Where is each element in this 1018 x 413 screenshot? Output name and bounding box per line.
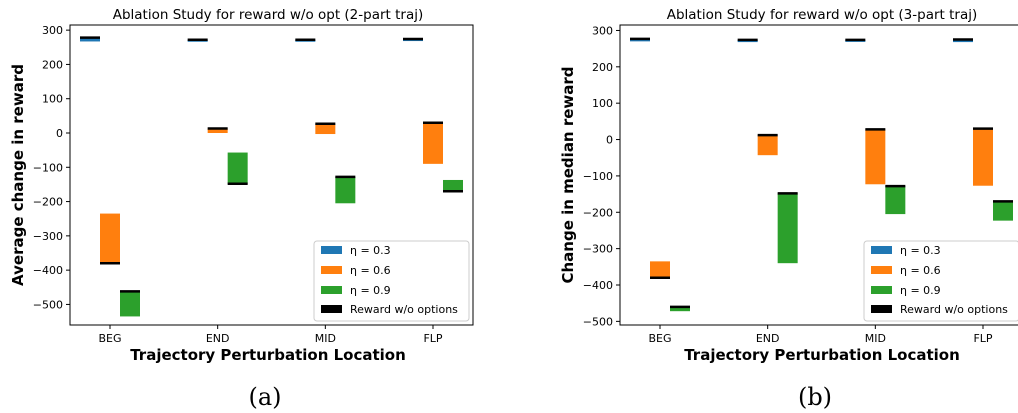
y-tick-label-a: 0 [56,127,63,140]
legend-box-b [863,240,1018,322]
bar-09-end-a [227,152,248,184]
bar-03-flp-b [953,39,973,43]
chart-title-a: Ablation Study for reward w/o opt (2-par… [113,7,424,23]
caption-a: (a) [248,383,281,411]
x-axis-label-a: Trajectory Perturbation Location [130,346,406,364]
y-tick-label-a: 100 [42,93,63,106]
bar-06-beg-a [100,213,120,264]
bar-06-mid-a [315,123,336,135]
y-tick-label-a: 200 [42,58,63,71]
y-tick-label-b: 100 [592,97,613,110]
y-tick-label-a: −100 [33,161,63,174]
bar-06-beg-b [650,261,670,278]
legend-label-baseline-a: Reward w/o options [350,303,458,316]
legend-label-eta-03-a: η = 0.3 [350,244,391,257]
y-tick-label-b: −500 [583,315,613,328]
legend-label-eta-06-a: η = 0.6 [350,264,391,277]
x-tick-label-a: END [206,332,230,345]
legend-label-baseline-b: Reward w/o options [900,303,1008,316]
y-ticks-a: 300 200 100 0 −100 −200 −300 −400 −500 [33,24,70,311]
legend-swatch-eta-03-a [321,246,342,254]
y-tick-label-b: −200 [583,206,613,219]
bars-b [630,37,1013,312]
legend-label-eta-06-b: η = 0.6 [900,264,941,277]
legend-swatch-baseline-a [321,305,342,313]
y-tick-label-a: −300 [33,230,63,243]
bar-09-mid-a [335,176,356,204]
x-ticks-a: BEG END MID FLP [98,325,443,345]
bar-09-flp-a [443,179,463,192]
x-ticks-b: BEG END MID FLP [648,325,993,345]
bar-06-end-a [207,128,228,133]
x-tick-label-b: FLP [973,332,992,345]
caption-b: (b) [798,383,832,411]
bar-03-beg-a [80,37,100,42]
legend-swatch-eta-06-a [321,266,342,274]
legend-label-eta-03-b: η = 0.3 [900,244,941,257]
legend-swatch-eta-06-b [871,266,892,274]
chart-panel-b: Ablation Study for reward w/o opt (3-par… [559,7,1018,411]
legend-swatch-eta-09-b [871,286,892,294]
x-tick-label-b: BEG [648,332,671,345]
x-tick-label-b: END [756,332,780,345]
bar-09-mid-b [885,186,906,215]
bar-09-flp-b [993,201,1013,221]
x-tick-label-a: FLP [423,332,442,345]
legend-box-a [313,240,470,322]
x-axis-label-b: Trajectory Perturbation Location [684,346,960,364]
legend-label-eta-09-b: η = 0.9 [900,284,941,297]
y-tick-label-a: −400 [33,264,63,277]
y-tick-label-b: 0 [606,134,613,147]
legend-label-eta-09-a: η = 0.9 [350,284,391,297]
legend-swatch-eta-09-a [321,286,342,294]
y-tick-label-a: −200 [33,196,63,209]
y-ticks-b: 300 200 100 0 −100 −200 −300 −400 −500 [583,24,620,328]
y-axis-label-a: Average change in reward [9,64,27,286]
bar-06-flp-a [423,122,443,164]
bar-03-beg-b [630,38,650,42]
chart-panel-a: Ablation Study for reward w/o opt (2-par… [9,7,474,411]
plot-frame-b [619,24,1018,326]
y-tick-label-a: −500 [33,298,63,311]
plot-frame-a [69,24,474,326]
x-tick-label-a: MID [315,332,336,345]
legend-swatch-eta-03-b [871,246,892,254]
legend-b: η = 0.3 η = 0.6 η = 0.9 Reward w/o optio… [863,240,1018,322]
y-tick-label-b: −400 [583,279,613,292]
x-tick-label-b: MID [865,332,886,345]
y-tick-label-b: 200 [592,61,613,74]
bar-09-end-b [777,193,798,264]
bars-a [80,36,463,317]
legend-a: η = 0.3 η = 0.6 η = 0.9 Reward w/o optio… [313,240,470,322]
y-tick-label-b: 300 [592,24,613,37]
y-axis-label-b: Change in median reward [559,66,577,283]
bar-06-mid-b [865,129,886,185]
y-tick-label-a: 300 [42,24,63,37]
bar-09-beg-a [120,291,140,317]
bar-09-beg-b [670,306,690,312]
y-tick-label-b: −100 [583,170,613,183]
chart-title-b: Ablation Study for reward w/o opt (3-par… [667,7,978,23]
x-tick-label-a: BEG [98,332,121,345]
legend-swatch-baseline-b [871,305,892,313]
y-tick-label-b: −300 [583,243,613,256]
bar-06-end-b [757,135,778,156]
bar-06-flp-b [973,128,993,186]
